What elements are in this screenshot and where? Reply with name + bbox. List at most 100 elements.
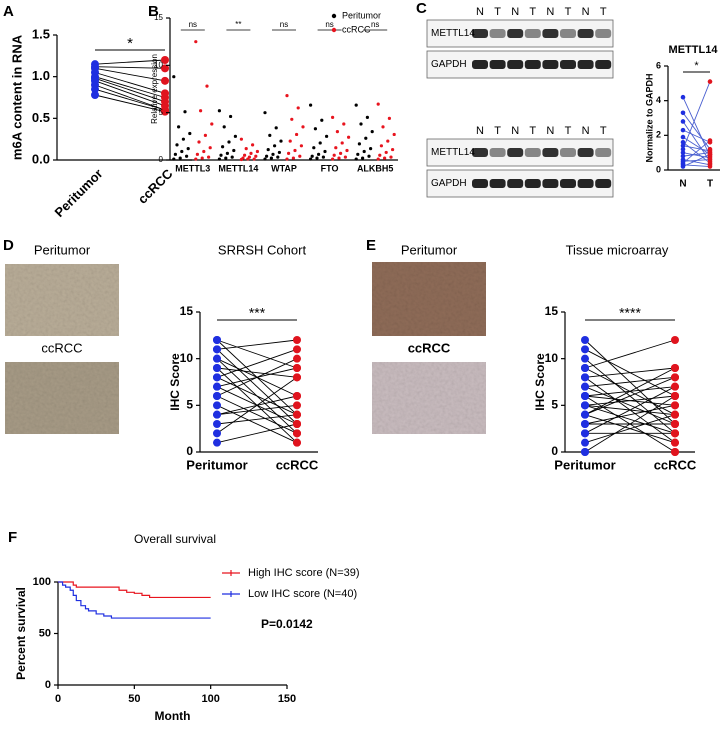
data-point: [376, 102, 380, 106]
chart-title: Overall survival: [134, 532, 216, 546]
data-point: [229, 114, 233, 119]
significance-label: *: [127, 35, 133, 52]
data-point: [219, 153, 223, 157]
data-point: [378, 153, 382, 157]
data-point: [354, 103, 358, 107]
pair-line: [584, 404, 676, 425]
data-point: [334, 146, 338, 150]
data-point: [227, 140, 231, 144]
data-point: [210, 122, 214, 126]
x-tick-label: Peritumor: [554, 457, 615, 472]
y-axis-label: Normalize to GAPDH: [644, 73, 654, 162]
data-point: [581, 438, 589, 447]
data-point: [387, 116, 391, 120]
data-point: [325, 134, 329, 138]
lane-label: N: [582, 6, 590, 18]
data-point: [244, 147, 248, 151]
chart-title: SRRSH Cohort: [218, 242, 307, 257]
data-point: [301, 125, 305, 129]
data-point: [213, 345, 221, 354]
pair-line: [584, 404, 676, 434]
lane-label: N: [511, 6, 519, 18]
data-point: [707, 138, 713, 143]
data-point: [293, 420, 301, 428]
pair-line: [682, 97, 711, 157]
y-tick-label: 0: [45, 679, 51, 691]
data-point: [293, 429, 301, 438]
pair-line: [584, 367, 676, 416]
data-point: [369, 147, 373, 151]
y-tick-label: 15: [154, 13, 163, 22]
blot-band: [472, 148, 488, 157]
data-point: [293, 410, 301, 419]
significance-label: ns: [325, 20, 333, 29]
image-label: ccRCC: [41, 340, 82, 355]
blot-band: [577, 29, 594, 38]
data-point: [671, 429, 679, 438]
lane-label: N: [582, 125, 590, 137]
data-point: [680, 119, 686, 124]
data-point: [291, 156, 295, 160]
y-tick-label: 10: [545, 351, 559, 365]
data-point: [265, 154, 269, 158]
data-point: [213, 420, 221, 428]
data-point: [707, 164, 713, 169]
data-point: [383, 156, 387, 160]
data-point: [172, 75, 176, 79]
pair-line: [682, 159, 711, 166]
data-point: [581, 420, 589, 428]
x-tick-label: FTO: [321, 163, 339, 173]
y-axis-label: m6A content in RNA: [9, 34, 24, 160]
pair-line: [682, 129, 711, 143]
pair-line: [216, 339, 298, 350]
data-point: [207, 155, 211, 159]
data-point: [161, 56, 169, 64]
panel-letter: E: [366, 237, 376, 254]
pair-line: [216, 348, 298, 378]
x-tick-label: ccRCC: [276, 457, 319, 472]
data-point: [671, 410, 679, 419]
pair-line: [216, 349, 298, 425]
blot-band: [560, 148, 576, 157]
blot-band: [489, 60, 506, 69]
data-point: [185, 154, 189, 158]
x-tick-label: T: [707, 179, 713, 190]
data-point: [213, 354, 221, 363]
blot-band: [560, 179, 576, 188]
data-point: [581, 373, 589, 382]
y-tick-label: 0.0: [32, 151, 50, 166]
data-point: [331, 157, 335, 161]
data-point: [671, 401, 679, 410]
pair-line: [94, 67, 166, 82]
data-point: [263, 157, 267, 161]
data-point: [221, 145, 225, 149]
data-point: [671, 448, 679, 456]
image-label: Peritumor: [401, 242, 458, 257]
data-point: [273, 144, 277, 148]
blot-band: [595, 60, 612, 69]
data-point: [680, 146, 686, 152]
data-point: [337, 156, 341, 160]
blot-band: [560, 60, 576, 69]
data-point: [91, 85, 99, 94]
lane-label: N: [476, 6, 484, 18]
data-point: [671, 364, 679, 372]
data-point: [269, 156, 273, 160]
data-point: [364, 136, 368, 140]
data-point: [581, 364, 589, 372]
data-point: [254, 154, 258, 158]
data-point: [255, 149, 259, 154]
pair-line: [94, 59, 166, 65]
blot-band: [507, 29, 524, 38]
data-point: [295, 132, 299, 137]
significance-label: ns: [280, 20, 288, 29]
blot-band: [542, 60, 559, 69]
pair-line: [216, 414, 298, 425]
panel-letter: D: [3, 237, 14, 254]
data-point: [246, 157, 250, 161]
y-axis-label: Relative expression: [150, 54, 159, 124]
y-tick-label: 4: [656, 95, 661, 105]
data-point: [288, 139, 292, 143]
y-axis-label: IHC Score: [168, 353, 182, 411]
p-value: P=0.0142: [261, 617, 313, 631]
